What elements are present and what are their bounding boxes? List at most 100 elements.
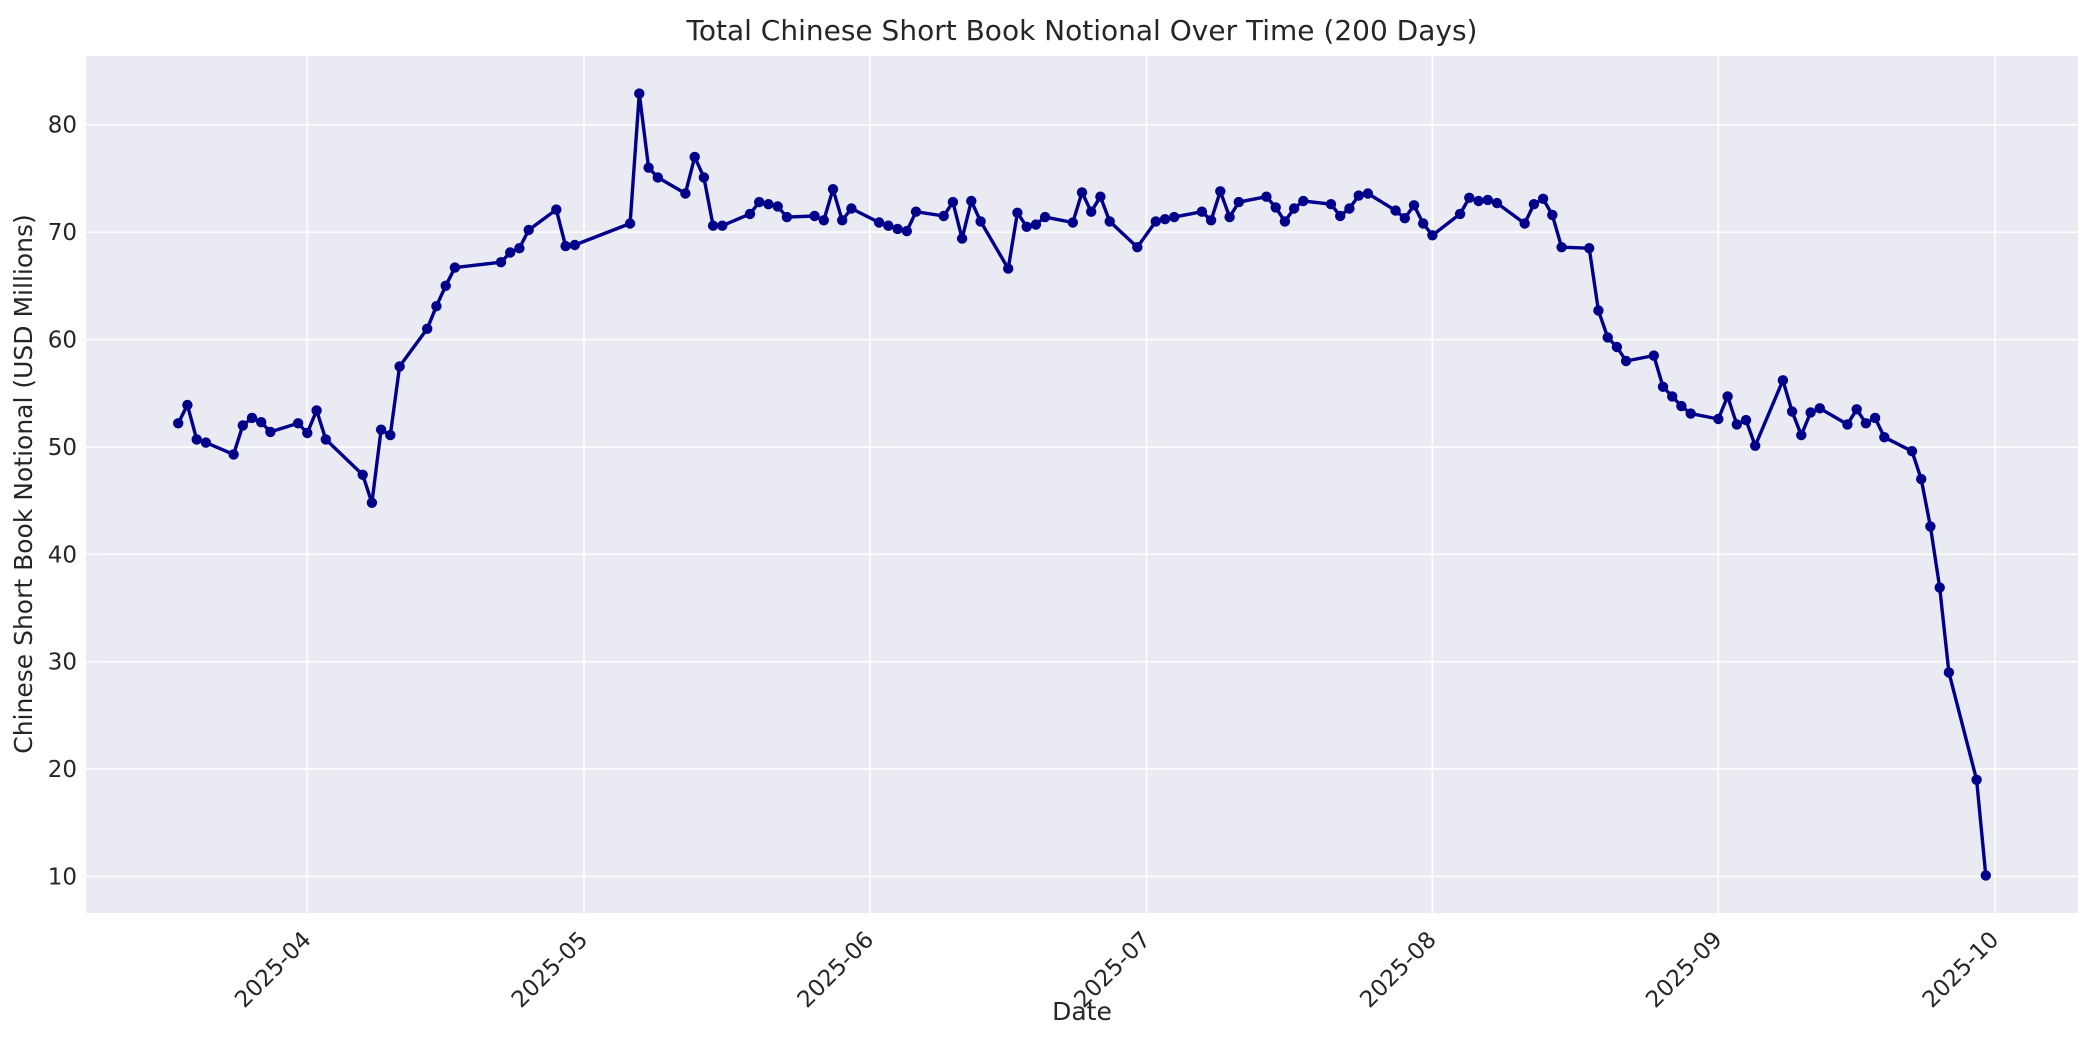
data-point-marker <box>375 424 387 435</box>
data-point-marker <box>873 217 885 228</box>
data-point-marker <box>1851 404 1862 415</box>
data-point-marker <box>883 220 894 231</box>
data-point-marker <box>366 497 378 508</box>
data-point-marker <box>237 420 248 431</box>
data-point-marker <box>717 220 728 231</box>
data-point-marker <box>1916 473 1927 485</box>
data-point-marker <box>1934 582 1945 593</box>
data-point-marker <box>1980 870 1992 881</box>
data-point-marker <box>1418 218 1429 229</box>
data-point-marker <box>1869 412 1881 424</box>
data-point-marker <box>1215 186 1226 197</box>
data-point-marker <box>1150 216 1162 227</box>
y-tick-label: 50 <box>48 435 77 461</box>
data-point-marker <box>1012 207 1023 218</box>
data-point-marker <box>1473 195 1484 207</box>
data-point-marker <box>1786 406 1798 417</box>
data-point-marker <box>707 220 719 231</box>
y-tick-label: 20 <box>48 757 77 783</box>
data-point-marker <box>818 215 829 226</box>
data-point-marker <box>1159 214 1171 225</box>
data-point-marker <box>1482 194 1494 206</box>
data-point-marker <box>1860 418 1872 429</box>
data-point-marker <box>1713 413 1724 425</box>
data-point-marker <box>440 280 451 291</box>
data-point-marker <box>1464 192 1475 203</box>
data-point-marker <box>1667 391 1678 402</box>
data-point-marker <box>1076 187 1088 198</box>
data-point-marker <box>1620 355 1632 367</box>
data-point-marker <box>975 216 986 227</box>
data-point-marker <box>191 434 202 445</box>
data-point-marker <box>357 469 368 480</box>
data-point-marker <box>956 233 968 244</box>
data-point-marker <box>643 162 654 173</box>
y-tick-label: 10 <box>48 864 77 890</box>
data-point-marker <box>1325 199 1337 210</box>
data-point-marker <box>1842 419 1853 430</box>
data-point-marker <box>1814 403 1826 414</box>
data-point-marker <box>1233 196 1245 208</box>
chart-title: Total Chinese Short Book Notional Over T… <box>686 14 1478 47</box>
data-point-marker <box>1399 213 1411 224</box>
data-point-marker <box>809 210 820 222</box>
x-tick-label: 2025-08 <box>1355 927 1441 1013</box>
data-point-marker <box>1224 211 1235 223</box>
x-axis-label: Date <box>1052 997 1112 1026</box>
data-point-marker <box>1602 332 1613 343</box>
plot-layer: 10 20 30 40 50 60 70 80 2025-04 2025-05 2025-06 202… <box>48 56 2078 1013</box>
data-point-marker <box>1731 419 1743 430</box>
data-point-marker <box>910 206 922 217</box>
data-point-marker <box>182 399 193 411</box>
data-point-marker <box>256 417 267 428</box>
data-point-marker <box>698 172 710 183</box>
data-point-marker <box>514 243 525 254</box>
data-point-marker <box>1584 243 1595 254</box>
data-point-marker <box>569 239 580 251</box>
data-point-marker <box>1021 221 1032 232</box>
data-point-marker <box>1943 667 1955 678</box>
data-point-marker <box>1353 190 1364 201</box>
data-point-marker <box>1196 206 1208 217</box>
data-point-marker <box>1528 199 1540 210</box>
x-tick-label: 2025-05 <box>507 927 593 1013</box>
data-point-marker <box>1288 203 1300 214</box>
data-point-marker <box>1362 188 1374 199</box>
data-point-marker <box>1722 391 1733 402</box>
y-tick-label: 30 <box>48 650 77 676</box>
data-point-marker <box>1537 193 1549 204</box>
data-point-marker <box>938 210 949 222</box>
data-point-marker <box>1067 217 1079 228</box>
data-point-marker <box>1270 202 1281 213</box>
data-point-marker <box>754 196 765 208</box>
data-point-marker <box>505 247 516 258</box>
data-point-marker <box>1740 414 1752 426</box>
data-point-marker <box>1971 774 1982 785</box>
data-point-marker <box>744 208 756 220</box>
data-point-marker <box>394 361 405 372</box>
data-point-marker <box>1344 203 1355 214</box>
data-point-marker <box>1648 350 1660 361</box>
data-point-marker <box>422 323 433 334</box>
data-point-marker <box>947 196 959 208</box>
y-tick-label: 60 <box>48 328 77 354</box>
data-point-marker <box>1003 263 1014 274</box>
data-point-marker <box>265 426 276 438</box>
data-point-marker <box>385 429 396 441</box>
data-point-marker <box>1169 211 1180 223</box>
data-point-marker <box>1796 429 1807 441</box>
data-point-marker <box>1454 208 1466 220</box>
data-point-marker <box>1805 407 1816 418</box>
data-point-marker <box>449 262 461 273</box>
y-tick-label: 70 <box>48 220 77 246</box>
data-point-marker <box>1906 446 1918 457</box>
data-point-marker <box>1408 200 1420 211</box>
x-tick-label: 2025-10 <box>1918 927 2004 1013</box>
x-tick-label: 2025-04 <box>230 927 316 1013</box>
plot-area <box>86 56 2078 913</box>
data-point-marker <box>320 434 331 445</box>
data-point-marker <box>495 257 507 268</box>
data-point-marker <box>523 224 534 236</box>
x-tick-label: 2025-06 <box>793 927 879 1013</box>
